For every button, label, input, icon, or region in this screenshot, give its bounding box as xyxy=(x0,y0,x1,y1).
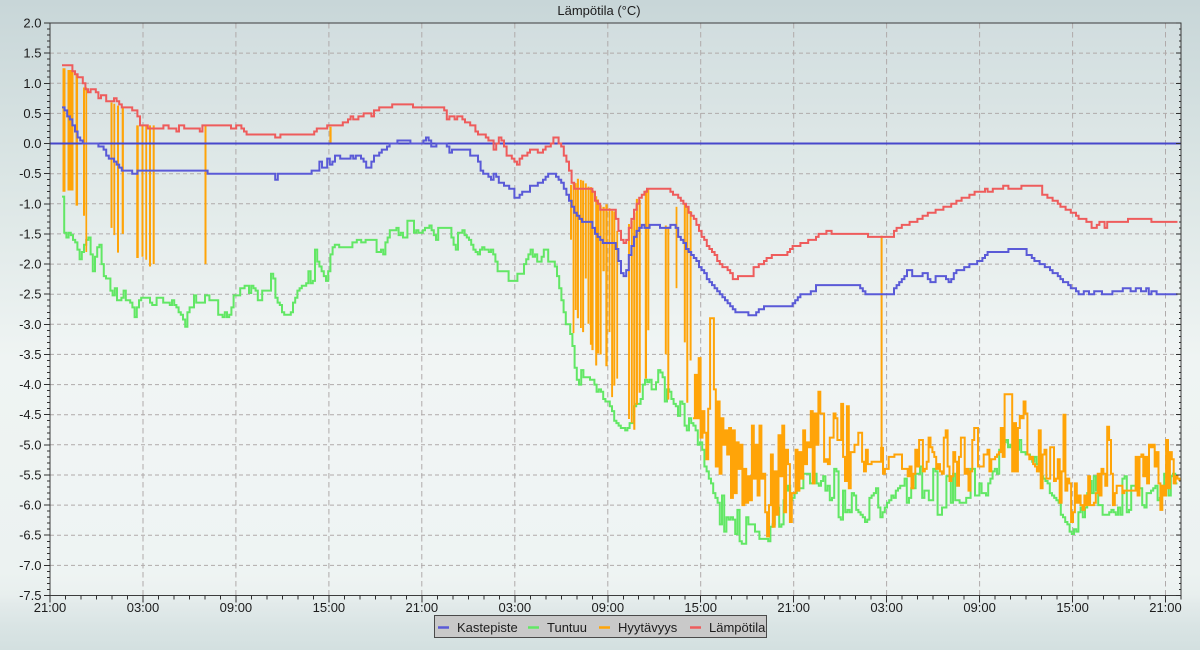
svg-text:-7.0: -7.0 xyxy=(19,558,41,573)
svg-text:1.5: 1.5 xyxy=(23,46,41,61)
svg-text:-5.0: -5.0 xyxy=(19,437,41,452)
svg-text:-0.5: -0.5 xyxy=(19,166,41,181)
svg-text:-6.5: -6.5 xyxy=(19,528,41,543)
svg-text:-3.5: -3.5 xyxy=(19,347,41,362)
svg-text:03:00: 03:00 xyxy=(127,600,160,615)
svg-text:-2.0: -2.0 xyxy=(19,257,41,272)
svg-text:-7.5: -7.5 xyxy=(19,588,41,603)
svg-text:2.0: 2.0 xyxy=(23,16,41,31)
svg-text:Tuntuu: Tuntuu xyxy=(547,620,587,635)
svg-text:09:00: 09:00 xyxy=(220,600,253,615)
svg-text:Lämpötila: Lämpötila xyxy=(709,620,766,635)
svg-text:Hyytävyys: Hyytävyys xyxy=(618,620,678,635)
svg-text:0.5: 0.5 xyxy=(23,106,41,121)
svg-text:-6.0: -6.0 xyxy=(19,498,41,513)
svg-text:09:00: 09:00 xyxy=(592,600,625,615)
svg-text:-5.5: -5.5 xyxy=(19,468,41,483)
svg-text:Kastepiste: Kastepiste xyxy=(457,620,518,635)
svg-text:15:00: 15:00 xyxy=(1056,600,1089,615)
svg-text:21:00: 21:00 xyxy=(34,600,67,615)
svg-text:-2.5: -2.5 xyxy=(19,287,41,302)
svg-text:-4.5: -4.5 xyxy=(19,407,41,422)
svg-text:0.0: 0.0 xyxy=(23,136,41,151)
svg-text:21:00: 21:00 xyxy=(406,600,439,615)
svg-text:-4.0: -4.0 xyxy=(19,377,41,392)
svg-text:Lämpötila (°C): Lämpötila (°C) xyxy=(557,3,640,18)
svg-text:21:00: 21:00 xyxy=(777,600,810,615)
svg-text:15:00: 15:00 xyxy=(684,600,717,615)
svg-text:-1.5: -1.5 xyxy=(19,226,41,241)
svg-text:09:00: 09:00 xyxy=(963,600,996,615)
svg-text:-3.0: -3.0 xyxy=(19,317,41,332)
svg-text:1.0: 1.0 xyxy=(23,76,41,91)
svg-text:03:00: 03:00 xyxy=(870,600,903,615)
svg-text:03:00: 03:00 xyxy=(499,600,532,615)
svg-text:15:00: 15:00 xyxy=(313,600,346,615)
svg-text:21:00: 21:00 xyxy=(1149,600,1182,615)
svg-text:-1.0: -1.0 xyxy=(19,196,41,211)
